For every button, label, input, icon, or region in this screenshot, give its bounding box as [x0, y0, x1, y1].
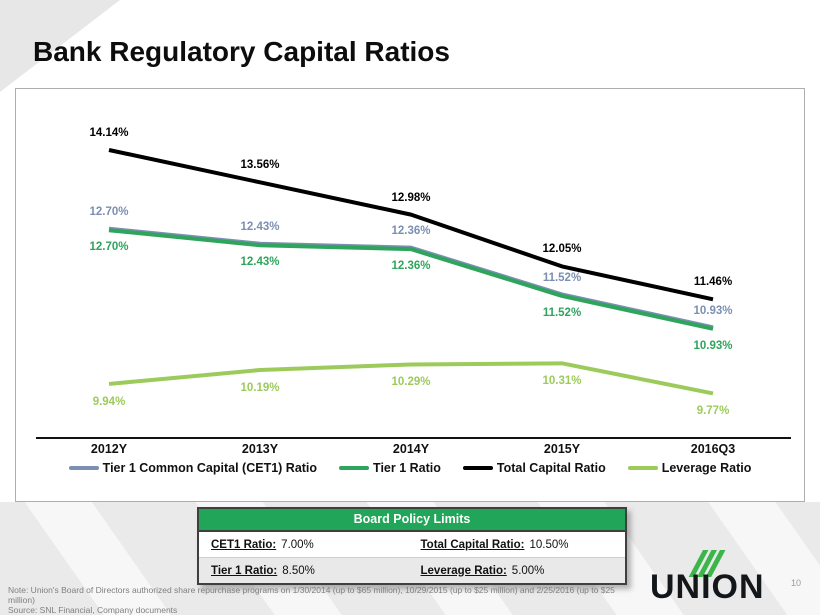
- policy-table-row: Tier 1 Ratio: 8.50% Leverage Ratio: 5.00…: [199, 557, 625, 583]
- policy-label-leverage: Leverage Ratio:: [420, 564, 507, 577]
- legend-marker-icon: [627, 466, 658, 470]
- data-label: 11.46%: [693, 276, 733, 289]
- legend-label: Leverage Ratio: [661, 461, 752, 475]
- data-label: 11.52%: [542, 271, 582, 284]
- data-label: 10.19%: [240, 382, 280, 394]
- legend-marker-icon: [339, 466, 370, 470]
- footnote-note-line: Note: Union's Board of Directors authori…: [8, 585, 615, 605]
- data-label: 10.31%: [542, 375, 582, 388]
- policy-value-cet1: 7.00%: [281, 538, 314, 551]
- policy-value-leverage: 5.00%: [511, 564, 545, 577]
- footnote: Note: Union's Board of Directors authori…: [8, 585, 628, 615]
- legend-marker-icon: [462, 466, 493, 470]
- data-label: 12.43%: [240, 221, 280, 234]
- policy-cell-leverage: Leverage Ratio: 5.00%: [421, 565, 625, 577]
- policy-label-cet1: CET1 Ratio:: [211, 538, 277, 551]
- legend-label: Tier 1 Common Capital (CET1) Ratio: [102, 461, 318, 475]
- data-label: 12.36%: [391, 225, 431, 238]
- data-label: 10.93%: [693, 304, 733, 317]
- policy-label-total-capital: Total Capital Ratio:: [420, 538, 525, 551]
- x-axis-label: 2012Y: [90, 442, 128, 456]
- data-label: 9.94%: [92, 395, 126, 408]
- data-label: 11.52%: [542, 306, 582, 319]
- page-title: Bank Regulatory Capital Ratios: [33, 36, 450, 67]
- policy-table-title: Board Policy Limits: [199, 509, 625, 532]
- x-axis-label: 2013Y: [241, 442, 279, 456]
- chart-lines-svg: [108, 148, 714, 396]
- board-policy-limits-table: Board Policy Limits CET1 Ratio: 7.00% To…: [197, 507, 627, 585]
- x-axis-label: 2014Y: [392, 442, 430, 456]
- legend-label: Total Capital Ratio: [496, 461, 606, 475]
- union-logo: UNION: [650, 548, 800, 608]
- policy-cell-tier1: Tier 1 Ratio: 8.50%: [199, 565, 421, 577]
- policy-table-row: CET1 Ratio: 7.00% Total Capital Ratio: 1…: [199, 532, 625, 557]
- data-label: 12.05%: [542, 243, 582, 256]
- series-line-1: [108, 228, 714, 331]
- data-label: 12.36%: [391, 260, 431, 273]
- data-label: 12.43%: [240, 256, 280, 269]
- data-label: 9.77%: [696, 405, 730, 418]
- footnote-source-line: Source: SNL Financial, Company documents: [8, 605, 178, 615]
- page-number: 10: [791, 578, 802, 588]
- legend-item: Tier 1 Common Capital (CET1) Ratio: [68, 461, 318, 475]
- policy-value-tier1: 8.50%: [282, 564, 315, 577]
- union-logo-stripes-icon: [688, 550, 726, 577]
- policy-cell-cet1: CET1 Ratio: 7.00%: [199, 539, 421, 551]
- chart-legend: Tier 1 Common Capital (CET1) Ratio Tier 1…: [16, 461, 804, 475]
- data-label: 14.14%: [89, 127, 129, 139]
- series-line-3: [108, 361, 714, 396]
- data-label: 12.98%: [391, 191, 431, 204]
- legend-marker-icon: [68, 466, 99, 470]
- data-label: 10.93%: [693, 339, 733, 352]
- policy-value-total-capital: 10.50%: [529, 538, 569, 551]
- data-label: 12.70%: [89, 206, 129, 219]
- series-line-2: [108, 148, 714, 302]
- policy-cell-total-capital: Total Capital Ratio: 10.50%: [421, 539, 625, 551]
- legend-item: Total Capital Ratio: [462, 461, 606, 475]
- legend-item: Leverage Ratio: [627, 461, 752, 475]
- capital-ratios-chart: 12.70% 12.43% 12.36% 11.52% 10.93% 12.70% 12.4…: [15, 88, 805, 502]
- data-label: 13.56%: [240, 159, 280, 172]
- x-axis-label: 2016Q3: [690, 442, 736, 456]
- x-axis-line: [36, 437, 791, 439]
- data-label: 10.29%: [391, 376, 431, 389]
- legend-item: Tier 1 Ratio: [339, 461, 441, 475]
- union-logo-text: UNION: [650, 568, 765, 606]
- data-label: 12.70%: [89, 241, 129, 254]
- x-axis-label: 2015Y: [543, 442, 581, 456]
- policy-label-tier1: Tier 1 Ratio:: [211, 564, 278, 577]
- legend-label: Tier 1 Ratio: [373, 461, 441, 475]
